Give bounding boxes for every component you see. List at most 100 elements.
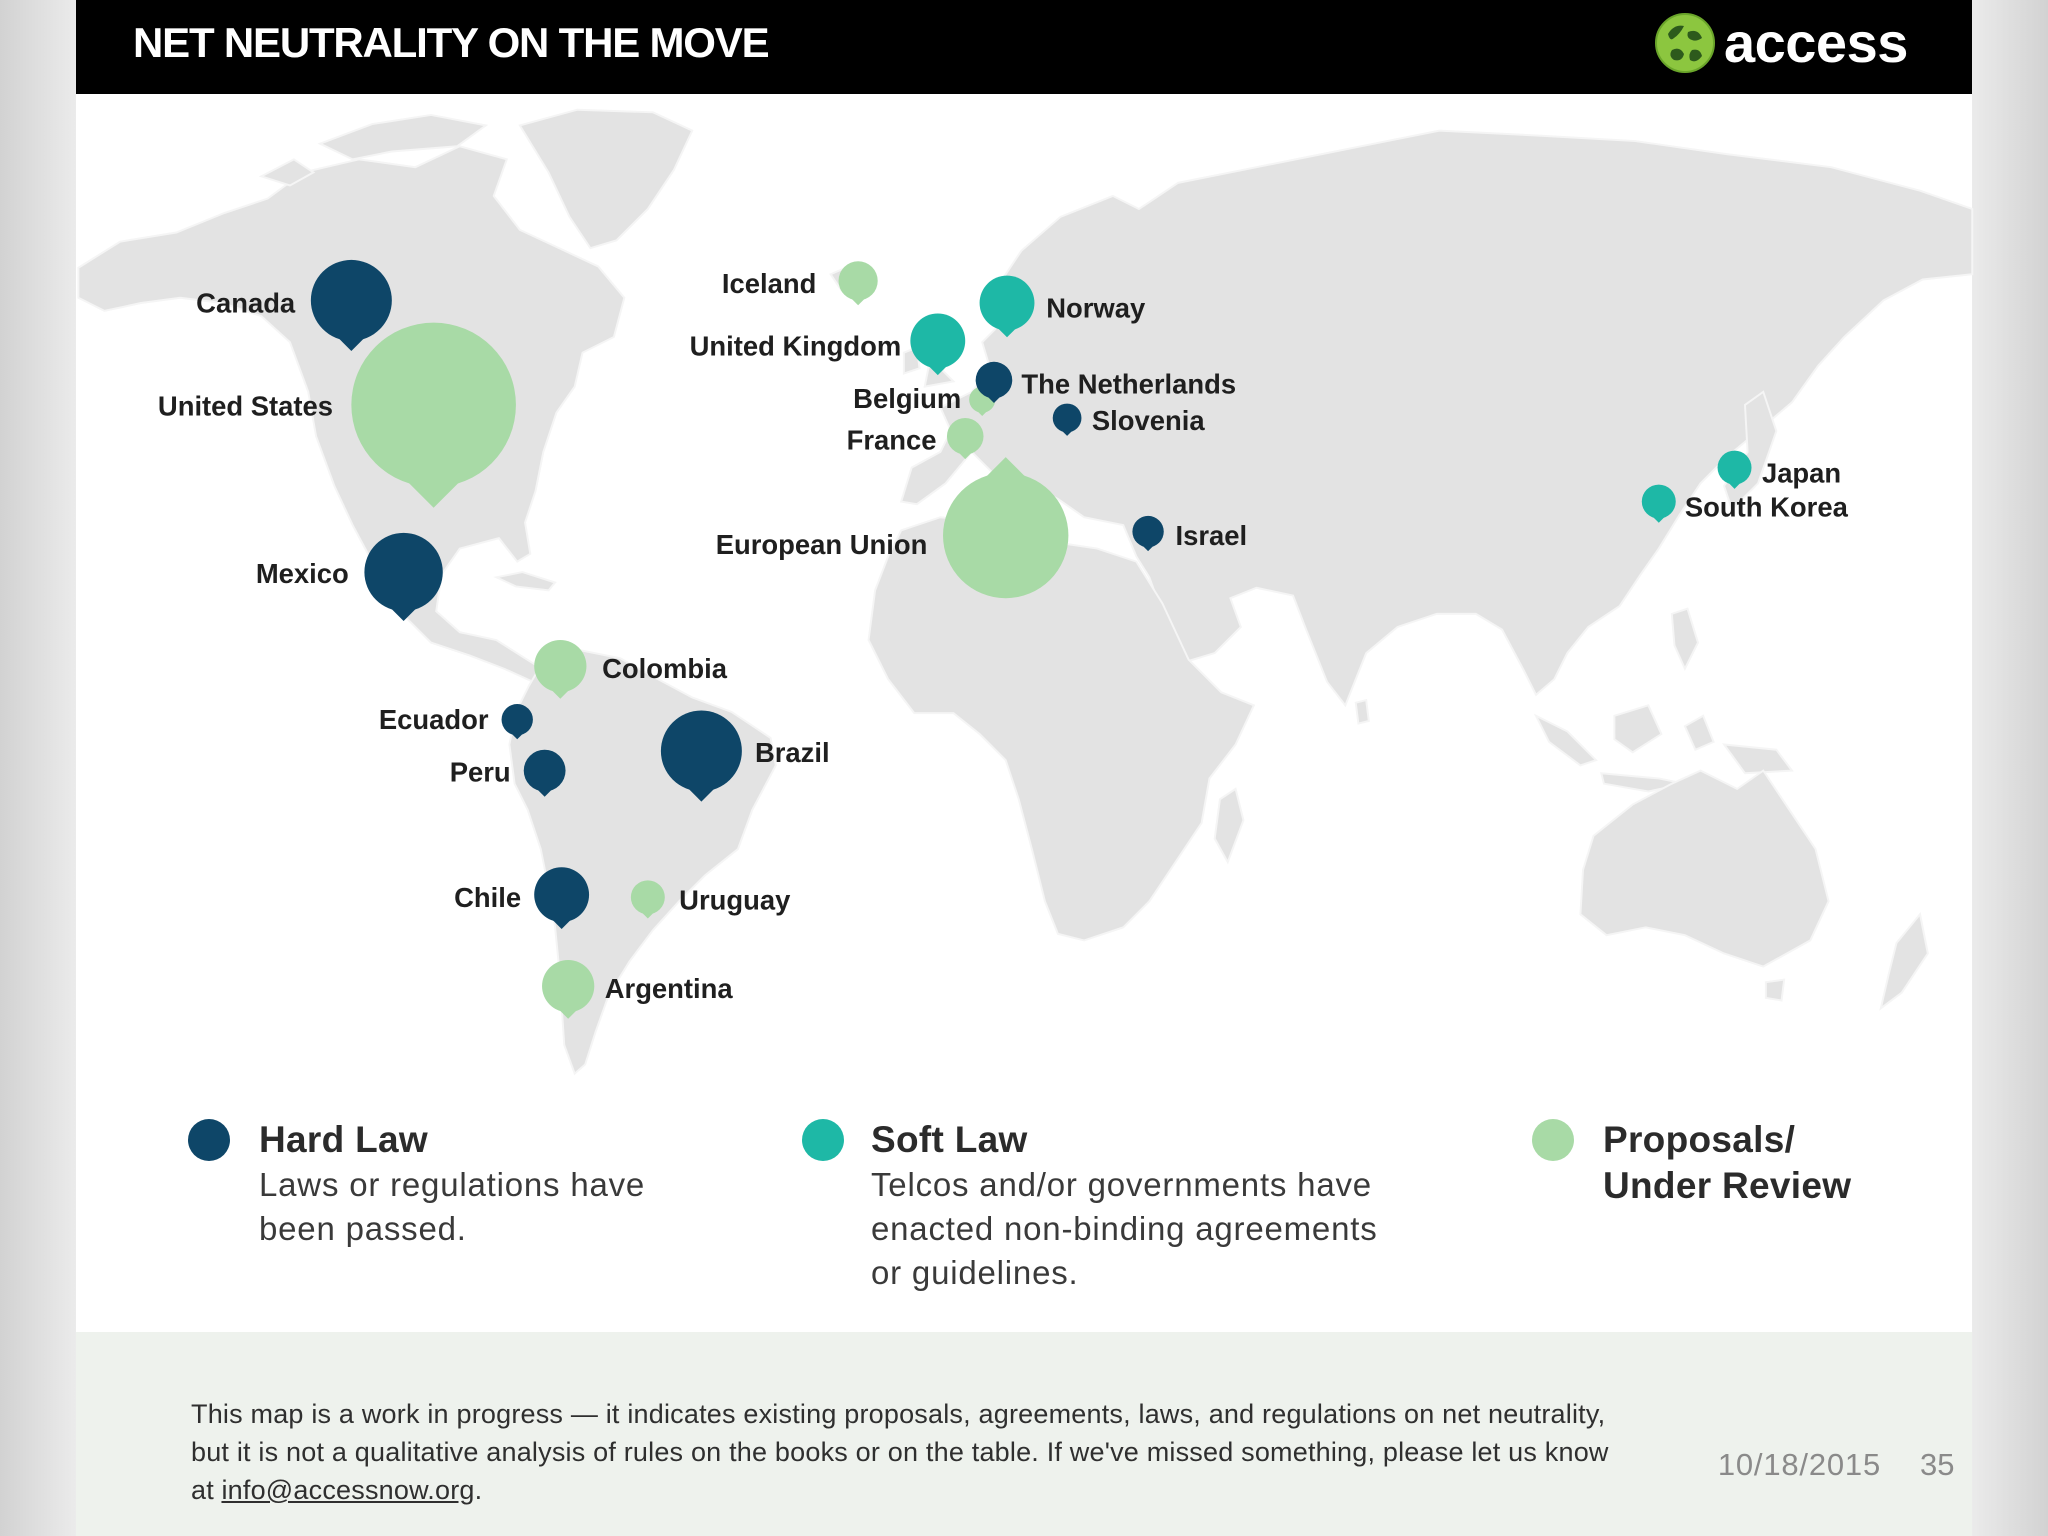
marker-label-slovenia: Slovenia [1092, 405, 1205, 436]
marker-label-japan: Japan [1762, 457, 1841, 488]
pin-circle [1052, 403, 1082, 433]
pin-circle [838, 261, 878, 301]
pin-circle [534, 640, 587, 693]
greenland [518, 108, 694, 250]
marker-label-european-union: European Union [716, 529, 928, 560]
pin-circle [946, 417, 984, 455]
marker-label-united-kingdom: United Kingdom [690, 331, 902, 362]
marker-label-mexico: Mexico [256, 558, 349, 589]
marker-label-iceland: Iceland [722, 268, 816, 299]
pin-circle [943, 472, 1069, 599]
legend-hard-law-desc-line: been passed. [259, 1210, 467, 1247]
pin-circle [364, 532, 443, 612]
header-bar: NET NEUTRALITY ON THE MOVE access [76, 0, 1972, 94]
marker-mexico [364, 532, 443, 622]
marker-canada [310, 259, 392, 352]
legend-hard-law: Hard Law Laws or regulations have been p… [259, 1117, 645, 1251]
continent-north-america [77, 145, 626, 683]
slide-date: 10/18/2015 [1717, 1447, 1881, 1482]
legend-proposal-title-line: Under Review [1603, 1165, 1852, 1206]
pin-circle [534, 867, 590, 923]
caribbean [493, 571, 557, 592]
pin-circle [1132, 515, 1164, 548]
marker-label-ecuador: Ecuador [379, 704, 489, 735]
marker-uruguay [630, 880, 665, 919]
marker-united-kingdom [910, 313, 966, 376]
marker-colombia [534, 640, 587, 699]
pin-circle [630, 880, 665, 915]
marker-label-canada: Canada [196, 288, 296, 319]
marker-the-netherlands [975, 361, 1013, 403]
marker-label-south-korea: South Korea [1685, 491, 1849, 522]
marker-south-korea [1641, 484, 1676, 523]
footer-note-line: at info@accessnow.org. [191, 1471, 1609, 1509]
legend-proposal-title-line: Proposals/ [1603, 1119, 1796, 1160]
legend-hard-law-title: Hard Law [259, 1119, 428, 1160]
continent-africa [867, 516, 1256, 942]
legend-proposal: Proposals/ Under Review [1603, 1117, 1851, 1209]
footer-note-line: This map is a work in progress — it indi… [191, 1399, 1606, 1429]
marker-label-israel: Israel [1176, 520, 1248, 551]
legend-proposal-dot [1532, 1119, 1574, 1161]
pin-circle [975, 361, 1013, 399]
marker-label-belgium: Belgium [853, 383, 961, 414]
marker-label-uruguay: Uruguay [679, 884, 791, 915]
sri-lanka [1354, 698, 1370, 725]
marker-label-france: France [847, 425, 937, 456]
marker-iceland [838, 261, 878, 306]
footer-note: This map is a work in progress — it indi… [191, 1395, 1609, 1509]
legend-soft-law-dot [802, 1119, 844, 1161]
marker-label-norway: Norway [1046, 293, 1146, 324]
marker-label-the-netherlands: The Netherlands [1021, 369, 1236, 400]
pin-circle [910, 313, 966, 369]
footer-note-prefix: at [191, 1475, 214, 1505]
marker-european-union [943, 457, 1069, 599]
page-title: NET NEUTRALITY ON THE MOVE [133, 19, 770, 66]
pin-circle [542, 960, 595, 1013]
marker-label-united-states: United States [158, 391, 333, 422]
legend-soft-law-desc-line: or guidelines. [871, 1254, 1079, 1291]
continent-australia [1579, 769, 1830, 1002]
madagascar [1213, 787, 1245, 865]
markers [310, 259, 1752, 1019]
marker-labels: Canada United States Mexico Colombia Ecu… [158, 268, 1849, 1004]
pin-circle [1641, 484, 1676, 519]
marker-argentina [542, 960, 595, 1019]
marker-label-peru: Peru [450, 756, 511, 787]
marker-slovenia [1052, 403, 1082, 436]
legend-soft-law-title: Soft Law [871, 1119, 1028, 1160]
marker-label-chile: Chile [454, 882, 521, 913]
legend-hard-law-dot [188, 1119, 230, 1161]
logo-text: access [1724, 11, 1908, 74]
pin-circle [310, 259, 392, 341]
pin-circle [979, 275, 1035, 331]
marker-label-brazil: Brazil [755, 737, 830, 768]
new-zealand [1879, 912, 1929, 1011]
marker-chile [534, 867, 590, 929]
pin-circle [1717, 450, 1752, 485]
legend-soft-law: Soft Law Telcos and/or governments have … [871, 1117, 1378, 1295]
pin-circle [351, 322, 516, 488]
legend-soft-law-desc-line: enacted non-binding agreements [871, 1210, 1378, 1247]
email-link[interactable]: info@accessnow.org [221, 1475, 475, 1505]
marker-label-argentina: Argentina [605, 973, 734, 1004]
pin-circle [501, 704, 533, 736]
pin-circle [660, 710, 742, 792]
pin-circle [523, 749, 566, 792]
marker-brazil [660, 710, 742, 802]
marker-france [946, 417, 984, 460]
arctic-islands [258, 113, 489, 187]
continent-south-america [508, 649, 777, 1076]
marker-ecuador [501, 704, 533, 740]
marker-united-states [351, 322, 516, 508]
marker-japan [1717, 450, 1752, 489]
marker-israel [1132, 515, 1164, 552]
footer-note-line: but it is not a qualitative analysis of … [191, 1437, 1609, 1467]
access-logo-icon [1655, 13, 1715, 73]
marker-norway [979, 275, 1035, 338]
legend-soft-law-desc-line: Telcos and/or governments have [871, 1166, 1372, 1203]
slide-page-number: 35 [1920, 1447, 1955, 1482]
marker-label-colombia: Colombia [602, 653, 728, 684]
legend-hard-law-desc-line: Laws or regulations have [259, 1166, 646, 1203]
